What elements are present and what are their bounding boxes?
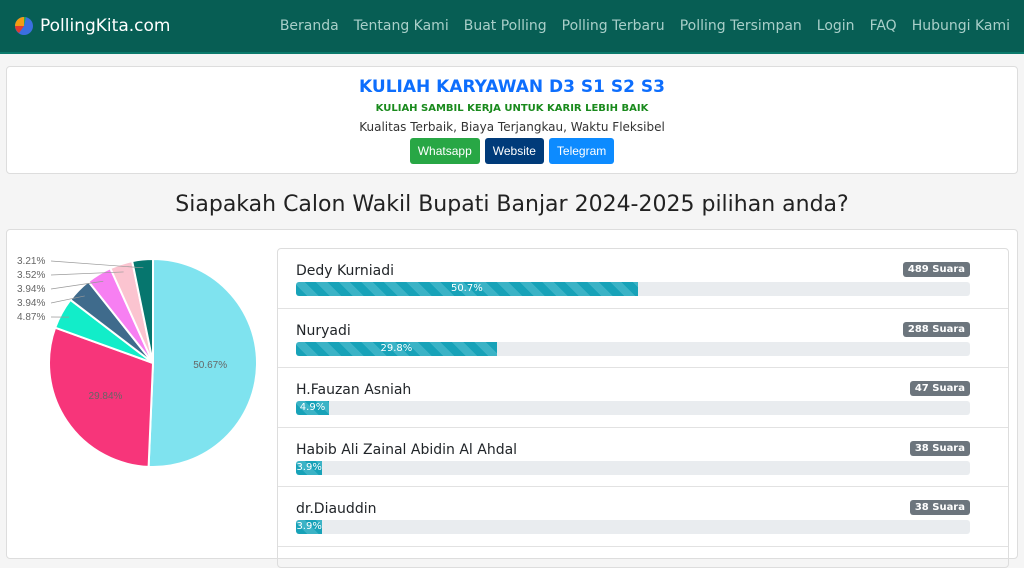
vote-count-badge: 38 Suara <box>910 441 970 456</box>
progress-fill: 3.9% <box>296 520 322 534</box>
ad-tagline: Kualitas Terbaik, Biaya Terjangkau, Wakt… <box>7 120 1017 134</box>
nav-item-polling-terbaru[interactable]: Polling Terbaru <box>562 18 665 34</box>
poll-question: Siapakah Calon Wakil Bupati Banjar 2024-… <box>0 192 1024 217</box>
poll-results: 50.67% 29.84% 4.87% 3.94% 3.94% 3.52% 3.21% De… <box>6 229 1018 559</box>
nav-item-hubungi-kami[interactable]: Hubungi Kami <box>912 18 1010 34</box>
nav-item-login[interactable]: Login <box>817 18 855 34</box>
telegram-button[interactable]: Telegram <box>549 138 614 164</box>
navbar: PollingKita.com Beranda Tentang Kami Buat … <box>0 0 1024 54</box>
progress-bar: 3.9% <box>296 520 970 534</box>
slice-label: 50.67% <box>193 360 227 371</box>
ad-banner: KULIAH KARYAWAN D3 S1 S2 S3 KULIAH SAMBI… <box>6 66 1018 174</box>
ad-title: KULIAH KARYAWAN D3 S1 S2 S3 <box>7 77 1017 97</box>
progress-bar: 3.9% <box>296 461 970 475</box>
progress-fill: 3.9% <box>296 461 322 475</box>
candidate-name: Dedy Kurniadi <box>296 263 990 279</box>
logo-icon <box>14 16 34 36</box>
slice-label: 3.52% <box>17 270 45 281</box>
vote-count-badge: 288 Suara <box>903 322 970 337</box>
ad-subtitle: KULIAH SAMBIL KERJA UNTUK KARIR LEBIH BA… <box>7 103 1017 114</box>
pie-chart: 50.67% 29.84% 4.87% 3.94% 3.94% 3.52% 3.21% <box>15 248 265 478</box>
progress-bar: 50.7% <box>296 282 970 296</box>
slice-label: 29.84% <box>89 391 123 402</box>
progress-bar: 29.8% <box>296 342 970 356</box>
progress-fill: 4.9% <box>296 401 329 415</box>
progress-bar: 4.9% <box>296 401 970 415</box>
whatsapp-button[interactable]: Whatsapp <box>410 138 480 164</box>
vote-count-badge: 38 Suara <box>910 500 970 515</box>
vote-count-badge: 489 Suara <box>903 262 970 277</box>
nav-item-beranda[interactable]: Beranda <box>280 18 339 34</box>
nav-item-buat-polling[interactable]: Buat Polling <box>464 18 547 34</box>
candidate-name: H.Fauzan Asniah <box>296 382 990 398</box>
progress-fill: 50.7% <box>296 282 638 296</box>
vote-count-badge: 47 Suara <box>910 381 970 396</box>
candidate-name: Habib Ali Zainal Abidin Al Ahdal <box>296 442 990 458</box>
nav-item-polling-tersimpan[interactable]: Polling Tersimpan <box>680 18 802 34</box>
candidate-name: dr.Diauddin <box>296 501 990 517</box>
slice-label: 4.87% <box>17 312 45 323</box>
website-button[interactable]: Website <box>485 138 544 164</box>
nav-item-tentang-kami[interactable]: Tentang Kami <box>354 18 449 34</box>
brand-link[interactable]: PollingKita.com <box>14 16 170 36</box>
brand-name: PollingKita.com <box>40 16 170 36</box>
slice-label: 3.94% <box>17 298 45 309</box>
progress-fill: 29.8% <box>296 342 497 356</box>
candidate-name: Nuryadi <box>296 323 990 339</box>
slice-label: 3.94% <box>17 284 45 295</box>
slice-label: 3.21% <box>17 256 45 267</box>
nav-item-faq[interactable]: FAQ <box>870 18 897 34</box>
